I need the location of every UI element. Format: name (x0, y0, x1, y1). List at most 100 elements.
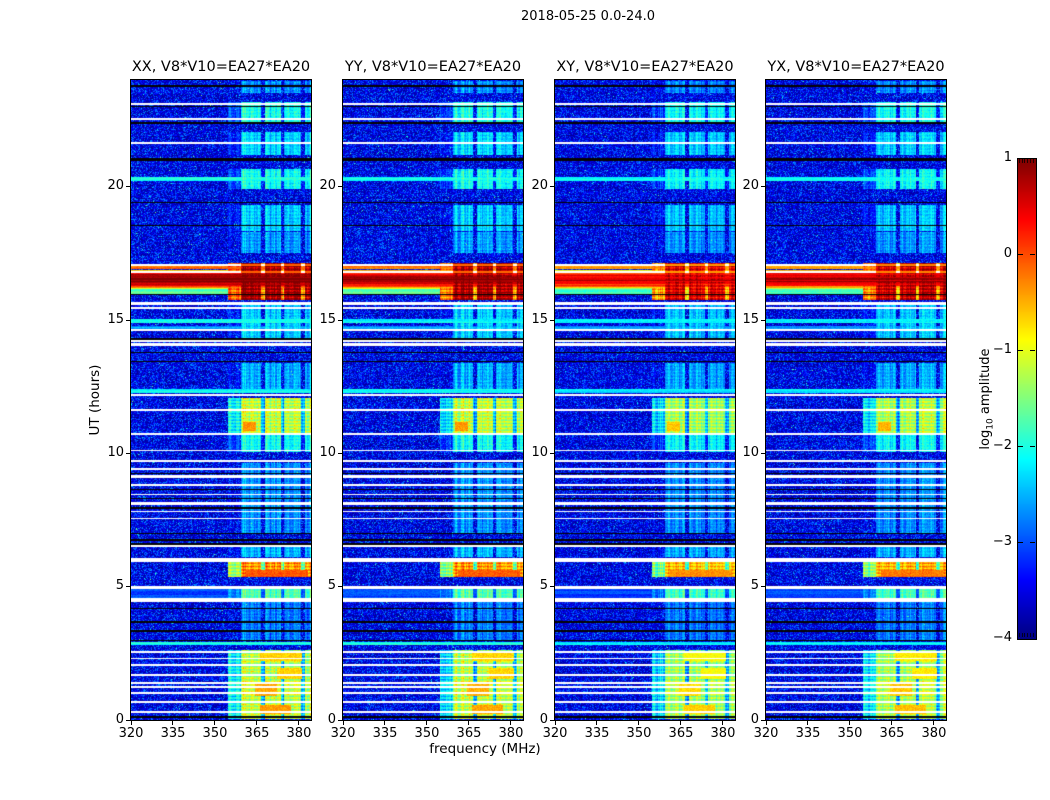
x-tick-label: 380 (498, 726, 524, 741)
y-tick-label: 0 (750, 711, 759, 727)
y-axis-label: UT (hours) (87, 364, 103, 436)
colorbar-minor-tick (1032, 159, 1034, 163)
y-tick-label: 0 (539, 711, 548, 727)
colorbar-minor-tick (1019, 633, 1020, 637)
colorbar-tick-mark (1018, 253, 1023, 255)
colorbar-tick-label: −2 (992, 438, 1012, 453)
x-axis-label: frequency (MHz) (429, 741, 541, 757)
x-tick-label: 350 (837, 726, 863, 741)
x-tick-label: 350 (202, 726, 228, 741)
x-tick-label: 380 (710, 726, 736, 741)
colorbar-tick-mark (1018, 349, 1023, 351)
panel-title-xx: XX, V8*V10=EA27*EA20 (131, 59, 311, 75)
colorbar-tick-label: −3 (992, 534, 1012, 549)
x-tick-label: 320 (753, 726, 779, 741)
colorbar-tick-label: −4 (992, 630, 1012, 645)
colorbar-minor-tick (1027, 633, 1029, 637)
x-tick-label: 365 (456, 726, 482, 741)
x-tick-label: 320 (330, 726, 356, 741)
colorbar-minor-tick (1021, 633, 1023, 637)
y-tick-label: 20 (319, 178, 336, 194)
x-tick-mark (510, 721, 512, 725)
x-tick-mark (172, 721, 174, 725)
x-tick-mark (554, 721, 556, 725)
colorbar-tick-label: 0 (1003, 246, 1012, 261)
y-tick-mark (338, 319, 342, 321)
panel-title-xy: XY, V8*V10=EA27*EA20 (556, 59, 734, 75)
spectrogram-panel-yy (342, 79, 524, 721)
y-tick-label: 15 (107, 311, 124, 327)
y-tick-mark (126, 452, 130, 454)
x-tick-mark (426, 721, 428, 725)
y-tick-mark (338, 452, 342, 454)
x-tick-mark (130, 721, 132, 725)
x-tick-label: 380 (921, 726, 947, 741)
panel-title-yy: YY, V8*V10=EA27*EA20 (344, 59, 522, 75)
y-tick-mark (126, 719, 130, 721)
x-tick-mark (342, 721, 344, 725)
y-tick-mark (126, 186, 130, 188)
y-tick-label: 5 (750, 578, 759, 594)
y-tick-mark (761, 319, 765, 321)
figure-title: 2018-05-25 0.0-24.0 (521, 9, 655, 24)
y-tick-label: 15 (319, 311, 336, 327)
y-tick-mark (550, 186, 554, 188)
x-tick-mark (596, 721, 598, 725)
y-tick-label: 5 (327, 578, 336, 594)
colorbar-canvas (1018, 159, 1036, 639)
y-tick-label: 5 (115, 578, 124, 594)
y-tick-mark (761, 719, 765, 721)
x-tick-label: 320 (118, 726, 144, 741)
y-tick-mark (550, 586, 554, 588)
y-tick-mark (761, 452, 765, 454)
x-tick-label: 335 (372, 726, 398, 741)
x-tick-label: 365 (879, 726, 905, 741)
spectrogram-panel-xy (554, 79, 736, 721)
colorbar-tick-mark (1018, 541, 1023, 543)
colorbar-minor-tick (1021, 159, 1023, 163)
colorbar-minor-tick (1027, 159, 1029, 163)
y-tick-mark (338, 186, 342, 188)
y-tick-mark (550, 452, 554, 454)
y-tick-label: 10 (742, 444, 759, 460)
y-tick-mark (338, 719, 342, 721)
colorbar-tick-label: 1 (1003, 150, 1012, 165)
y-tick-label: 10 (107, 444, 124, 460)
y-tick-mark (338, 586, 342, 588)
x-tick-mark (298, 721, 300, 725)
colorbar-minor-tick (1032, 633, 1034, 637)
y-tick-label: 10 (531, 444, 548, 460)
spectrogram-panel-xx (130, 79, 312, 721)
colorbar-minor-tick (1029, 633, 1031, 637)
colorbar-tick-mark (1018, 445, 1023, 447)
spectrogram-canvas-yx (766, 80, 946, 720)
colorbar-minor-tick (1029, 159, 1031, 163)
y-tick-label: 10 (319, 444, 336, 460)
colorbar-minor-tick (1024, 159, 1026, 163)
colorbar-minor-tick (1019, 159, 1020, 163)
y-tick-mark (761, 186, 765, 188)
colorbar-tick-label: −1 (992, 342, 1012, 357)
x-tick-label: 365 (668, 726, 694, 741)
spectrogram-canvas-yy (343, 80, 523, 720)
y-tick-label: 0 (115, 711, 124, 727)
spectrogram-canvas-xy (555, 80, 735, 720)
y-tick-mark (550, 719, 554, 721)
x-tick-label: 380 (286, 726, 312, 741)
x-tick-mark (680, 721, 682, 725)
x-tick-label: 320 (542, 726, 568, 741)
x-tick-label: 335 (584, 726, 610, 741)
x-tick-label: 365 (244, 726, 270, 741)
x-tick-mark (807, 721, 809, 725)
spectrogram-canvas-xx (131, 80, 311, 720)
y-tick-label: 20 (531, 178, 548, 194)
x-tick-mark (891, 721, 893, 725)
colorbar-tick-mark (1030, 445, 1035, 447)
colorbar-tick-mark (1030, 349, 1035, 351)
x-tick-mark (214, 721, 216, 725)
y-tick-label: 20 (107, 178, 124, 194)
colorbar-tick-mark (1030, 541, 1035, 543)
y-tick-mark (550, 319, 554, 321)
spectrogram-panel-yx (765, 79, 947, 721)
